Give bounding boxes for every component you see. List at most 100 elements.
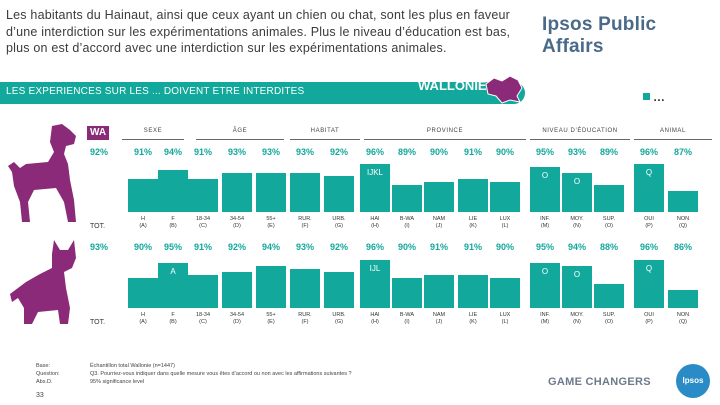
cat-sig-letter: O	[573, 270, 581, 279]
dog-col-label: NAM (J)	[422, 216, 456, 230]
dog-bar	[668, 191, 698, 212]
dog-bar	[188, 179, 218, 212]
cat-bar	[256, 266, 286, 308]
col-label-name: HAI	[370, 312, 380, 318]
col-label-code: (J)	[435, 223, 443, 229]
col-label-name: MOY.	[570, 312, 584, 318]
col-label-name: 18-34	[195, 216, 211, 222]
col-label-name: 34-54	[229, 312, 245, 318]
dog-sig-letter: O	[541, 171, 549, 180]
cat-bar	[490, 278, 520, 308]
dog-bar	[634, 164, 664, 212]
intro-text: Les habitants du Hainaut, ainsi que ceux…	[6, 8, 511, 55]
col-label-code: (A)	[139, 223, 147, 229]
cat-pct-rur: 93%	[295, 242, 314, 252]
col-label-code: (F)	[301, 223, 309, 229]
dog-total-label: TOT.	[90, 223, 106, 230]
col-label-code: (O)	[605, 319, 613, 325]
dog-bar	[424, 182, 454, 212]
dog-sig-letter: O	[573, 177, 581, 186]
dog-bar	[324, 176, 354, 212]
dog-col-label: SUP. (O)	[592, 216, 626, 230]
cat-col-label: NAM (J)	[422, 312, 456, 326]
col-label-name: RUR.	[298, 312, 312, 318]
dog-sig-letter: Q	[645, 168, 653, 177]
col-label-code: (Q)	[679, 319, 687, 325]
col-label-code: (F)	[301, 319, 309, 325]
dog-bar	[158, 170, 188, 212]
col-label-name: H	[141, 312, 145, 318]
cat-pct-inf: 95%	[535, 242, 554, 252]
group-header-education: NIVEAU D’ÉDUCATION	[530, 127, 630, 140]
col-label-code: (G)	[335, 223, 343, 229]
dog-col-label: 18-34 (C)	[186, 216, 220, 230]
col-label-name: NON	[676, 312, 690, 318]
col-label-name: INF.	[540, 312, 550, 318]
cat-col-label: OUI (P)	[632, 312, 666, 326]
col-label-name: SUP.	[602, 312, 616, 318]
col-label-name: OUI	[644, 312, 654, 318]
cat-bar	[290, 269, 320, 308]
ipsos-logo: Ipsos	[676, 364, 710, 398]
col-label-name: H	[141, 216, 145, 222]
dog-col-label: H (A)	[126, 216, 160, 230]
dog-bar	[128, 179, 158, 212]
col-label-name: LUX	[499, 312, 511, 318]
col-label-name: URB.	[332, 216, 346, 222]
region-label: WALLONIE	[418, 78, 487, 93]
col-label-code: (G)	[335, 319, 343, 325]
cat-bar	[562, 266, 592, 308]
dog-col-label: B-WA (I)	[390, 216, 424, 230]
cat-pct-sup: 88%	[599, 242, 618, 252]
cat-bar	[188, 275, 218, 308]
cat-sig-letter: A	[170, 267, 176, 276]
dog-bar	[360, 164, 390, 212]
col-label-code: (M)	[540, 223, 550, 229]
col-label-code: (C)	[199, 319, 207, 325]
note-significance: 95% significance level	[90, 379, 145, 385]
dog-pct-3454: 93%	[227, 147, 246, 157]
dog-pct-hai: 96%	[365, 147, 384, 157]
col-label-name: B-WA	[399, 312, 415, 318]
col-label-name: LIE	[468, 312, 478, 318]
col-label-name: 18-34	[195, 312, 211, 318]
col-label-code: (I)	[404, 223, 410, 229]
dog-bar	[562, 173, 592, 212]
cat-bar	[392, 278, 422, 308]
dog-col-label: OUI (P)	[632, 216, 666, 230]
dog-sig-letter: IJKL	[366, 168, 383, 177]
notes-values: Échantillon total Wallonie (n=1447) Q3. …	[90, 362, 352, 386]
banner-title: LES EXPERIENCES SUR LES ... DOIVENT ETRE…	[6, 86, 305, 97]
col-label-code: (N)	[573, 319, 581, 325]
col-label-name: LUX	[499, 216, 511, 222]
col-label-code: (L)	[501, 319, 509, 325]
dog-col-label: HAI (H)	[358, 216, 392, 230]
dog-pct-h: 91%	[133, 147, 152, 157]
cat-bar	[222, 272, 252, 308]
cat-col-label: INF. (M)	[528, 312, 562, 326]
cat-bar	[458, 275, 488, 308]
dog-pct-bwa: 89%	[397, 147, 416, 157]
dog-pct-lie: 91%	[463, 147, 482, 157]
cat-col-label: 18-34 (C)	[186, 312, 220, 326]
cat-pct-moy: 94%	[567, 242, 586, 252]
col-label-code: (Q)	[679, 223, 687, 229]
dog-bar	[290, 173, 320, 212]
col-label-code: (B)	[169, 223, 177, 229]
col-label-name: NAM	[432, 216, 446, 222]
dog-pct-urb: 92%	[329, 147, 348, 157]
cat-col-label: MOY. (N)	[560, 312, 594, 326]
col-label-name: OUI	[644, 216, 654, 222]
dog-bar	[222, 173, 252, 212]
note-label-question: Question:	[36, 371, 60, 377]
col-label-code: (H)	[371, 223, 379, 229]
cat-col-label: LIE (K)	[456, 312, 490, 326]
dog-pct-rur: 93%	[295, 147, 314, 157]
cat-col-label: B-WA (I)	[390, 312, 424, 326]
cat-col-label: NON (Q)	[666, 312, 700, 326]
col-label-code: (H)	[371, 319, 379, 325]
notes-labels: Base: Question: Abs.D.	[36, 362, 60, 386]
cat-bar	[424, 275, 454, 308]
col-label-name: RUR.	[298, 216, 312, 222]
dog-pct-moy: 93%	[567, 147, 586, 157]
